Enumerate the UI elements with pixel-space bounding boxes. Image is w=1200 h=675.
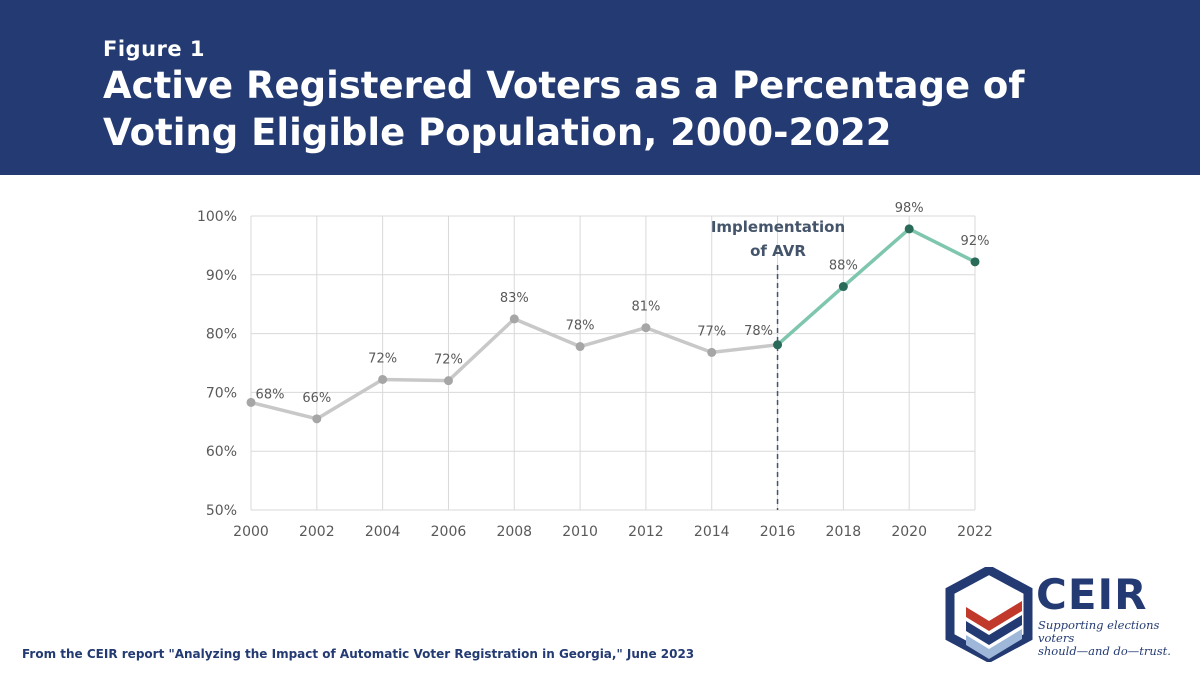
data-label: 72%	[368, 351, 397, 366]
x-tick-label: 2018	[826, 524, 862, 540]
data-label: 81%	[631, 300, 660, 315]
figure-label: Figure 1	[103, 37, 206, 61]
gridlines	[250, 215, 976, 511]
annotation: Implementation of AVR	[711, 218, 845, 260]
data-label: 68%	[256, 387, 285, 402]
data-point	[575, 342, 585, 352]
data-point	[707, 347, 717, 357]
data-point	[509, 314, 519, 324]
data-label: 88%	[829, 259, 858, 274]
y-tick-label: 60%	[206, 444, 237, 460]
x-tick-label: 2022	[957, 524, 993, 540]
data-point	[312, 414, 322, 424]
x-tick-label: 2004	[365, 524, 401, 540]
figure-title: Active Registered Voters as a Percentage…	[103, 64, 1025, 154]
data-labels: 68% 66% 72% 72% 83% 78% 81% 77% 78% 88% 98% 92%	[256, 201, 990, 406]
data-label: 98%	[895, 201, 924, 216]
x-tick-label: 2020	[891, 524, 927, 540]
data-points	[246, 224, 980, 424]
data-point	[970, 257, 980, 267]
data-point	[838, 282, 848, 292]
axis-ticks: 50% 60% 70% 80% 90% 100% 2000 2002 2004 2006 2008 2…	[197, 209, 993, 540]
y-tick-label: 80%	[206, 327, 237, 343]
data-label: 78%	[744, 324, 773, 339]
data-point	[378, 374, 388, 384]
series-line-post-avr	[776, 227, 976, 347]
data-label: 66%	[302, 391, 331, 406]
title-banner: Figure 1 Active Registered Voters as a P…	[0, 0, 1200, 175]
source-footnote: From the CEIR report "Analyzing the Impa…	[22, 647, 695, 661]
data-label: 83%	[500, 291, 529, 306]
x-tick-label: 2014	[694, 524, 730, 540]
logo-tagline-line-1: Supporting elections voters	[1038, 618, 1160, 645]
x-tick-label: 2008	[496, 524, 532, 540]
x-tick-label: 2006	[431, 524, 467, 540]
ceir-logo: CEIR Supporting elections voters should—…	[944, 567, 1184, 662]
data-label: 72%	[434, 353, 463, 368]
x-tick-label: 2016	[760, 524, 796, 540]
logo-tagline-line-2: should—and do—trust.	[1038, 644, 1171, 658]
y-tick-label: 90%	[206, 268, 237, 284]
data-point	[246, 397, 256, 407]
data-point	[443, 376, 453, 386]
x-tick-label: 2010	[562, 524, 598, 540]
x-tick-label: 2002	[299, 524, 335, 540]
annotation-line-2: of AVR	[750, 242, 806, 260]
data-point	[904, 224, 914, 234]
x-tick-label: 2012	[628, 524, 664, 540]
y-tick-label: 100%	[197, 209, 237, 225]
y-tick-label: 70%	[206, 385, 237, 401]
y-tick-label: 50%	[206, 503, 237, 519]
data-point	[641, 323, 651, 333]
logo-wordmark: CEIR	[1036, 570, 1148, 619]
data-label: 77%	[697, 324, 726, 339]
logo-tagline: Supporting elections voters should—and d…	[1038, 619, 1188, 658]
data-point	[773, 340, 783, 350]
ceir-hexagon-icon	[945, 567, 1033, 662]
annotation-line-1: Implementation	[711, 218, 845, 236]
data-label: 78%	[566, 319, 595, 334]
x-tick-label: 2000	[233, 524, 269, 540]
series-lines	[250, 227, 976, 421]
data-label: 92%	[961, 234, 990, 249]
